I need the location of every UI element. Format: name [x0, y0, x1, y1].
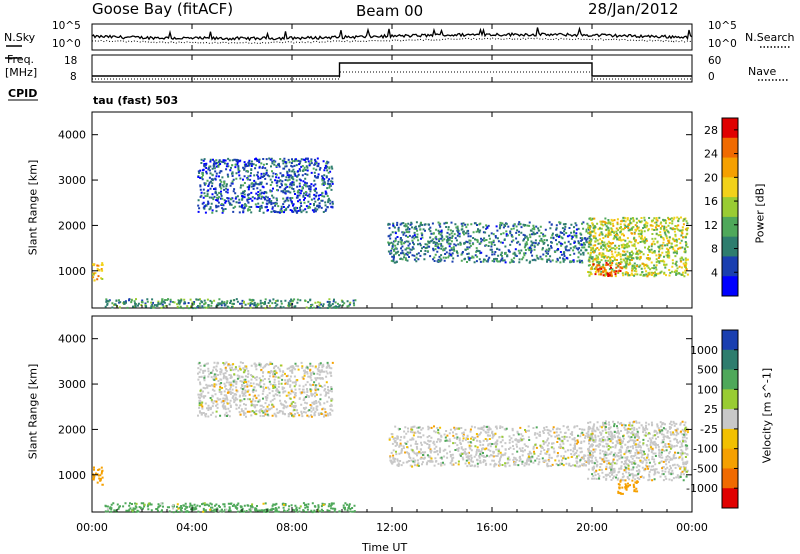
noise-tick-bottom-left: 10^0	[52, 38, 81, 50]
velocity-echo-region-5	[617, 479, 639, 495]
velocity-colorbar-swatch-8	[722, 488, 738, 509]
power-colorbar-swatch-1	[722, 137, 738, 159]
power-colorbar-swatch-0	[722, 118, 738, 139]
time-tick-label-0: 00:00	[76, 521, 108, 534]
power-colorbar-swatch-4	[722, 197, 738, 218]
power-ytick-label-4000: 4000	[58, 129, 86, 142]
velocity-colorbar-swatch-5	[722, 428, 738, 450]
velocity-colorbar-swatch-0	[722, 330, 738, 351]
power-echo-region-4	[92, 262, 104, 282]
time-axis-label: Time UT	[362, 541, 408, 554]
power-colorbar-label-16: 16	[704, 195, 718, 208]
velocity-echo-region-1	[388, 425, 594, 468]
velocity-colorbar-label-6: -500	[693, 462, 718, 475]
time-tick-label-3: 12:00	[376, 521, 408, 534]
time-tick-label-1: 04:00	[176, 521, 208, 534]
power-echo-region-1	[387, 221, 592, 264]
velocity-ytick-label-1000: 1000	[58, 469, 86, 482]
power-colorbar-label-24: 24	[704, 148, 718, 161]
power-echo-region-4	[92, 264, 100, 281]
power-colorbar-label-20: 20	[704, 171, 718, 184]
power-panel-frame	[91, 111, 693, 309]
cpid-value: tau (fast) 503	[93, 94, 179, 107]
velocity-colorbar-swatch-7	[722, 468, 738, 489]
power-colorbar-label-12: 12	[704, 219, 718, 232]
velocity-colorbar-swatch-2	[722, 369, 738, 390]
velocity-colorbar-label-2: 100	[697, 383, 718, 396]
power-colorbar-label-4: 4	[711, 266, 718, 279]
power-colorbar-swatch-2	[722, 157, 738, 178]
velocity-ytick-label-3000: 3000	[58, 378, 86, 391]
power-colorbar-swatch-3	[722, 177, 738, 198]
velocity-colorbar-label-3: 25	[704, 403, 718, 416]
noise-sky-trace	[91, 26, 693, 42]
time-tick-label-2: 08:00	[276, 521, 308, 534]
noise-search-trace	[91, 37, 693, 44]
velocity-echo-region-2	[587, 420, 689, 482]
power-colorbar-label-8: 8	[711, 243, 718, 256]
power-echo-region-2	[587, 216, 689, 278]
power-echo-region-2	[587, 216, 689, 278]
power-echo-region-2	[587, 216, 689, 278]
velocity-echo-region-4	[104, 502, 356, 514]
noise-tick-bottom-right: 10^0	[708, 38, 737, 50]
date-title: 28/Jan/2012	[588, 0, 679, 18]
cpid-label: CPID	[8, 87, 38, 100]
velocity-echo-region-3	[92, 466, 104, 486]
power-echo-region-1	[387, 221, 594, 264]
velocity-colorbar-label-1: 500	[697, 364, 718, 377]
power-colorbar-swatch-7	[722, 256, 738, 277]
time-tick-label-5: 20:00	[576, 521, 608, 534]
velocity-colorbar-swatch-4	[722, 409, 738, 430]
freq-unit-label: [MHz]	[5, 66, 38, 79]
power-ytick-label-1000: 1000	[58, 265, 86, 278]
power-colorbar-swatch-6	[722, 236, 738, 257]
time-tick-label-6: 00:00	[676, 521, 708, 534]
nave-label: Nave	[748, 65, 777, 78]
velocity-colorbar-label-0: 1000	[690, 344, 718, 357]
velocity-colorbar-swatch-3	[722, 389, 738, 410]
power-colorbar-swatch-5	[722, 216, 738, 238]
nave-tick-0: 0	[708, 71, 715, 83]
power-echo-region-2	[588, 217, 688, 278]
power-echo-region-5	[105, 298, 357, 310]
freq-tick-8: 8	[70, 71, 77, 83]
velocity-colorbar-label-4: -25	[700, 423, 718, 436]
power-echo-region-4	[92, 273, 104, 280]
time-tick-label-4: 16:00	[476, 521, 508, 534]
power-colorbar-swatch-8	[722, 276, 738, 297]
velocity-ytick-label-4000: 4000	[58, 333, 86, 346]
power-echo-region-0	[197, 157, 334, 214]
velocity-echo-region-0	[197, 361, 334, 418]
noise-sky-label: N.Sky	[4, 31, 36, 44]
station-title: Goose Bay (fitACF)	[92, 0, 234, 18]
velocity-colorbar-swatch-6	[722, 448, 738, 469]
velocity-colorbar-swatch-1	[722, 349, 738, 371]
velocity-panel-frame	[91, 315, 693, 513]
frequency-trace	[92, 62, 692, 77]
power-ytick-label-3000: 3000	[58, 174, 86, 187]
velocity-colorbar-label-7: -1000	[686, 482, 718, 495]
velocity-ytick-label-2000: 2000	[58, 423, 86, 436]
power-ytick-label-2000: 2000	[58, 219, 86, 232]
beam-title: Beam 00	[356, 2, 424, 20]
velocity-colorbar-frame	[721, 329, 739, 509]
noise-tick-top-left: 10^5	[52, 20, 81, 32]
nave-tick-60: 60	[708, 55, 722, 67]
power-echo-region-3	[596, 262, 623, 277]
power-echo-region-0	[197, 157, 334, 214]
power-colorbar-label-28: 28	[704, 124, 718, 137]
power-colorbar-frame	[721, 117, 739, 297]
power-echo-region-5	[104, 298, 355, 310]
freq-tick-18: 18	[64, 55, 78, 67]
freq-label: Freq.	[7, 53, 35, 66]
noise-search-label: N.Search	[745, 31, 795, 44]
noise-tick-top-right: 10^5	[708, 20, 737, 32]
velocity-colorbar-label-5: -100	[693, 443, 718, 456]
